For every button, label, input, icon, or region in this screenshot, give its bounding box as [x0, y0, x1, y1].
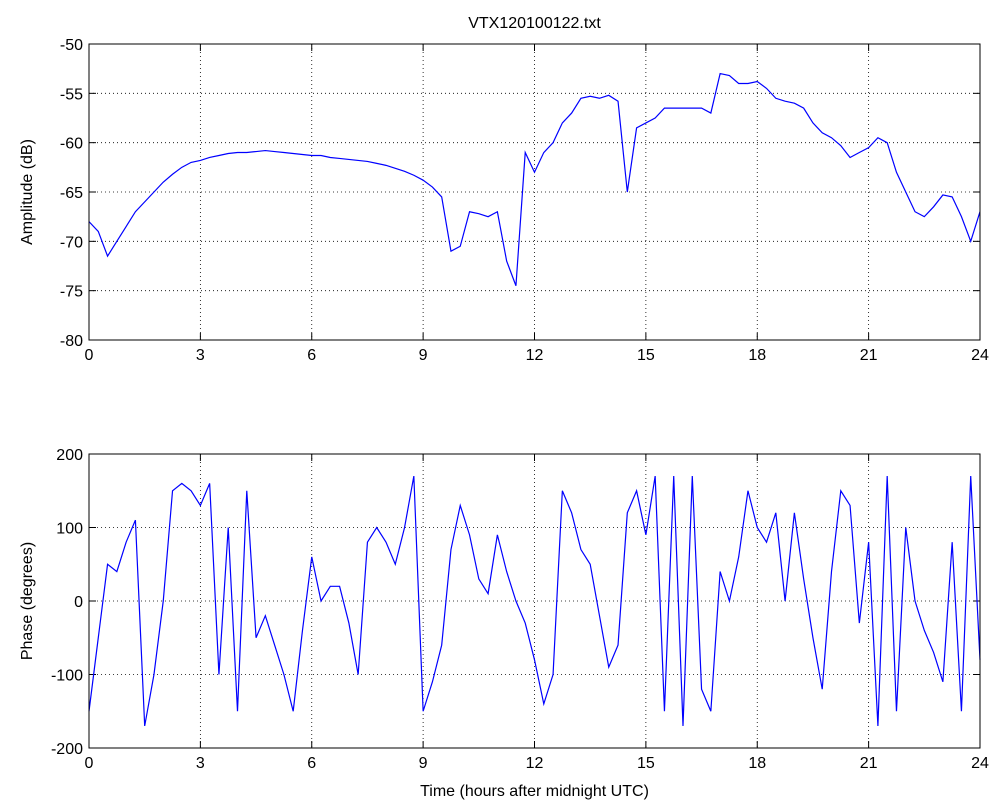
y-tick-label: -80 [60, 333, 83, 350]
data-line [88, 72, 981, 286]
y-tick-label: -65 [60, 185, 83, 202]
x-tick-label: 0 [85, 347, 94, 364]
x-tick-label: 15 [637, 755, 655, 772]
x-tick-label: 18 [748, 755, 766, 772]
data-line [88, 475, 981, 727]
x-tick-label: 3 [196, 347, 205, 364]
x-tick-label: 21 [860, 755, 878, 772]
y-tick-label: -60 [60, 136, 83, 153]
x-tick-label: 15 [637, 347, 655, 364]
x-tick-label: 12 [526, 347, 544, 364]
x-tick-label: 12 [526, 755, 544, 772]
axes-box [88, 43, 981, 341]
x-tick-label: 24 [971, 755, 989, 772]
x-tick-label: 6 [307, 347, 316, 364]
x-tick-label: 6 [307, 755, 316, 772]
y-tick-label: -200 [51, 741, 83, 758]
y-tick-label: -50 [60, 37, 83, 54]
y-tick-label: -55 [60, 86, 83, 103]
y-tick-label: -70 [60, 234, 83, 251]
x-tick-label: 24 [971, 347, 989, 364]
y-tick-label: -100 [51, 668, 83, 685]
y-tick-label: 100 [56, 521, 83, 538]
y-tick-label: -75 [60, 284, 83, 301]
x-tick-label: 0 [85, 755, 94, 772]
y-axis-label: Amplitude (dB) [19, 139, 36, 245]
x-tick-label: 9 [419, 755, 428, 772]
x-tick-label: 3 [196, 755, 205, 772]
x-tick-label: 21 [860, 347, 878, 364]
y-tick-label: 0 [74, 594, 83, 611]
chart-title: VTX120100122.txt [468, 15, 601, 32]
x-tick-label: 9 [419, 347, 428, 364]
axes-box [88, 453, 981, 749]
x-tick-label: 18 [748, 347, 766, 364]
x-axis-label: Time (hours after midnight UTC) [420, 783, 649, 800]
y-axis-label: Phase (degrees) [19, 542, 36, 660]
y-tick-label: 200 [56, 447, 83, 464]
